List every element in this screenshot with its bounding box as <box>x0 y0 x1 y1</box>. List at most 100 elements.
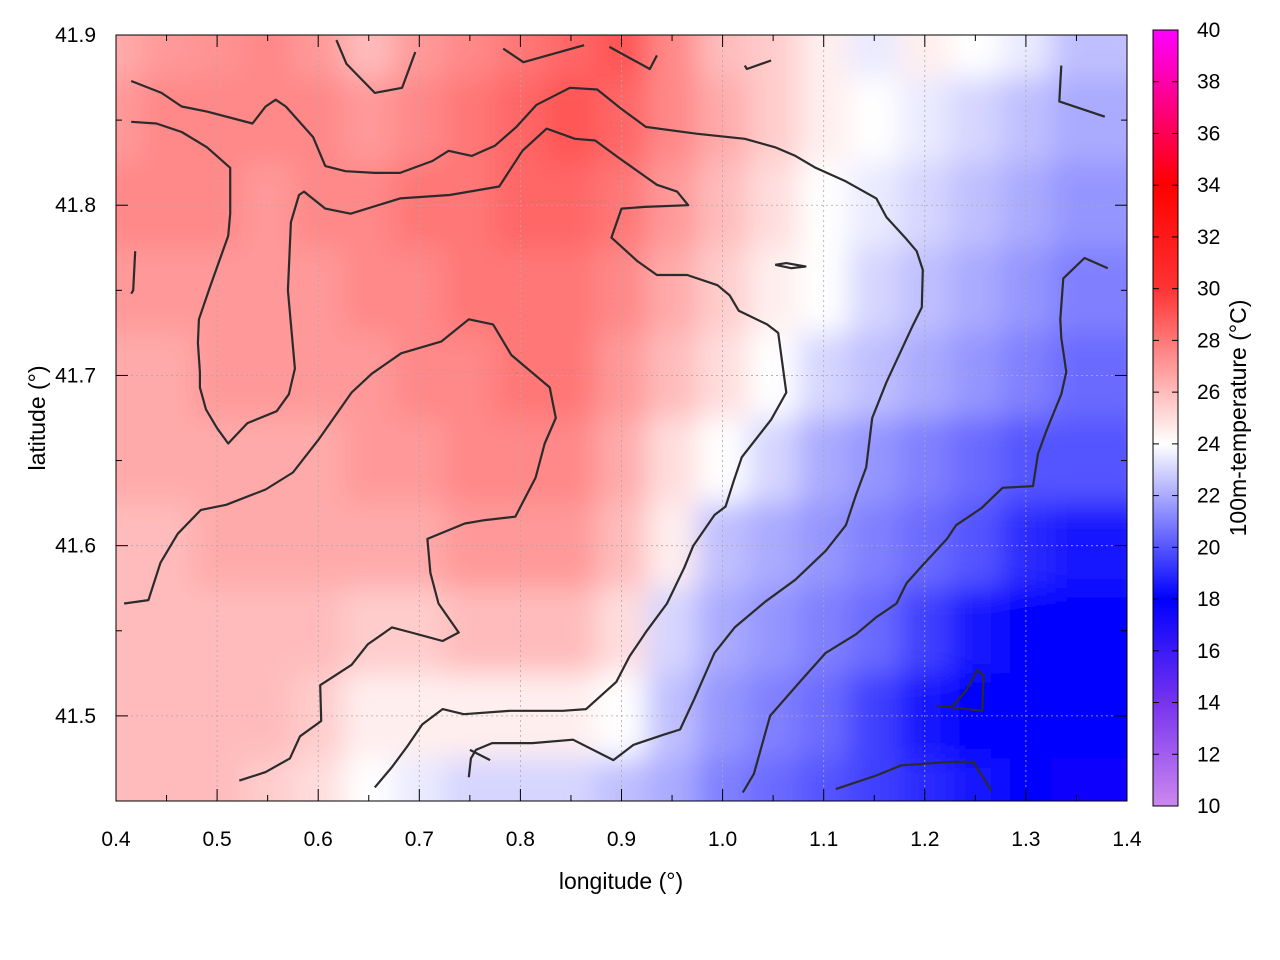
contour-line <box>608 45 658 71</box>
heatmap-cell <box>242 247 294 334</box>
contour-line <box>130 251 137 295</box>
contour-lines <box>123 39 1109 794</box>
heatmap-cell <box>1000 588 1053 675</box>
heatmap-cell <box>343 162 396 249</box>
colorbar-tick-label: 40 <box>1197 19 1220 42</box>
heatmap-cell <box>141 247 193 334</box>
heatmap-cell <box>950 588 1002 675</box>
heatmap-cell <box>1051 503 1103 590</box>
heatmap-cell <box>747 332 800 419</box>
heatmap-cell <box>899 418 952 505</box>
heatmap-cell <box>242 758 294 801</box>
heatmap-cell <box>747 418 800 505</box>
heatmap-cell <box>191 418 244 505</box>
heatmap-cell <box>444 673 497 760</box>
y-tick-labels: 41.5 41.6 41.7 41.8 41.9 <box>55 24 96 728</box>
heatmap-cell <box>495 332 547 419</box>
heatmap-cell <box>343 673 396 760</box>
heatmap-cell <box>1101 758 1127 801</box>
heatmap-cell <box>798 418 850 505</box>
heatmap-cell <box>394 673 446 760</box>
heatmap-cell <box>596 332 648 419</box>
heatmap-cell <box>141 418 193 505</box>
y-tick-label: 41.9 <box>55 24 96 47</box>
colorbar-tick-label: 24 <box>1197 433 1221 456</box>
heatmap-cell <box>950 673 1002 760</box>
x-tick-label: 0.9 <box>607 828 636 851</box>
colorbar-tick-label: 20 <box>1197 536 1220 559</box>
x-tick-label: 1.2 <box>910 828 939 851</box>
heatmap-cell <box>545 162 598 249</box>
heatmap-cell <box>1000 673 1053 760</box>
colorbar-ticks <box>1153 29 1178 807</box>
heatmap-cell <box>116 758 143 801</box>
heatmap-cell <box>394 418 446 505</box>
x-axis-title: longitude (°) <box>559 868 683 894</box>
heatmap-cell <box>899 588 952 675</box>
heatmap-cell <box>343 247 396 334</box>
heatmap-cell <box>596 162 648 249</box>
heatmap-cell <box>545 673 598 760</box>
contour-line <box>1058 65 1106 118</box>
heatmap-cell <box>747 673 800 760</box>
contour-line <box>123 318 557 782</box>
heatmap-cell <box>116 35 143 79</box>
heatmap-cell <box>848 588 901 675</box>
heatmap-cell <box>495 162 547 249</box>
heatmap-cell <box>798 162 850 249</box>
y-tick-label: 41.7 <box>55 364 96 387</box>
heatmap-cell <box>747 503 800 590</box>
heatmap-cell <box>848 758 901 801</box>
contour-line <box>743 59 772 71</box>
x-tick-labels: 0.4 0.5 0.6 0.7 0.8 0.9 1.0 1.1 1.2 1.3 1.4 <box>101 828 1142 851</box>
heatmap-cell <box>1101 35 1127 79</box>
heatmap-cell <box>798 673 850 760</box>
colorbar-tick-labels: 10 12 14 16 18 20 22 24 26 28 30 32 34 36 38 40 <box>1197 19 1221 818</box>
heatmap-cell <box>292 162 345 249</box>
heatmap-cell <box>191 77 244 164</box>
x-tick-label: 0.4 <box>101 828 131 851</box>
heatmap-cell <box>444 247 497 334</box>
heatmap-cell <box>141 503 193 590</box>
y-axis-title: latitude (°) <box>24 365 50 470</box>
axis-ticks <box>115 34 1128 802</box>
contour-line <box>502 44 585 64</box>
colorbar-tick-label: 10 <box>1197 795 1220 818</box>
heatmap-cell <box>1051 35 1103 79</box>
heatmap-cell <box>950 77 1002 164</box>
y-tick-label: 41.6 <box>55 535 96 558</box>
colorbar-tick-label: 22 <box>1197 485 1220 508</box>
heatmap-cell <box>141 758 193 801</box>
heatmap-cell <box>950 332 1002 419</box>
heatmap-cell <box>1051 162 1103 249</box>
heatmap-cell <box>596 503 648 590</box>
heatmap-cell <box>646 588 699 675</box>
heatmap-cell <box>343 503 396 590</box>
y-axis: 41.5 41.6 41.7 41.8 41.9 latitude (°) <box>24 24 96 728</box>
heatmap-cell <box>242 588 294 675</box>
heatmap-cell <box>1000 162 1053 249</box>
contour-line <box>131 120 788 789</box>
heatmap-cell <box>495 588 547 675</box>
heatmap-cell <box>292 673 345 760</box>
heatmap-cell <box>394 77 446 164</box>
heatmap-cell <box>596 77 648 164</box>
heatmap-cell <box>848 503 901 590</box>
heatmap-cell <box>899 35 952 79</box>
colorbar-tick-label: 26 <box>1197 381 1220 404</box>
x-axis: 0.4 0.5 0.6 0.7 0.8 0.9 1.0 1.1 1.2 1.3 1.4 longit… <box>101 828 1142 894</box>
heatmap-cell <box>394 162 446 249</box>
heatmap-cell <box>697 588 749 675</box>
heatmap-cell <box>798 588 850 675</box>
x-tick-label: 0.7 <box>405 828 434 851</box>
x-tick-label: 1.1 <box>809 828 838 851</box>
heatmap-cell <box>899 332 952 419</box>
heatmap-cell <box>747 588 800 675</box>
heatmap-cell <box>646 35 699 79</box>
heatmap-cell <box>747 247 800 334</box>
heatmap-cell <box>646 418 699 505</box>
heatmap-cell <box>141 673 193 760</box>
heatmap-cell <box>798 503 850 590</box>
heatmap-cell <box>242 673 294 760</box>
heatmap-cell <box>343 418 396 505</box>
